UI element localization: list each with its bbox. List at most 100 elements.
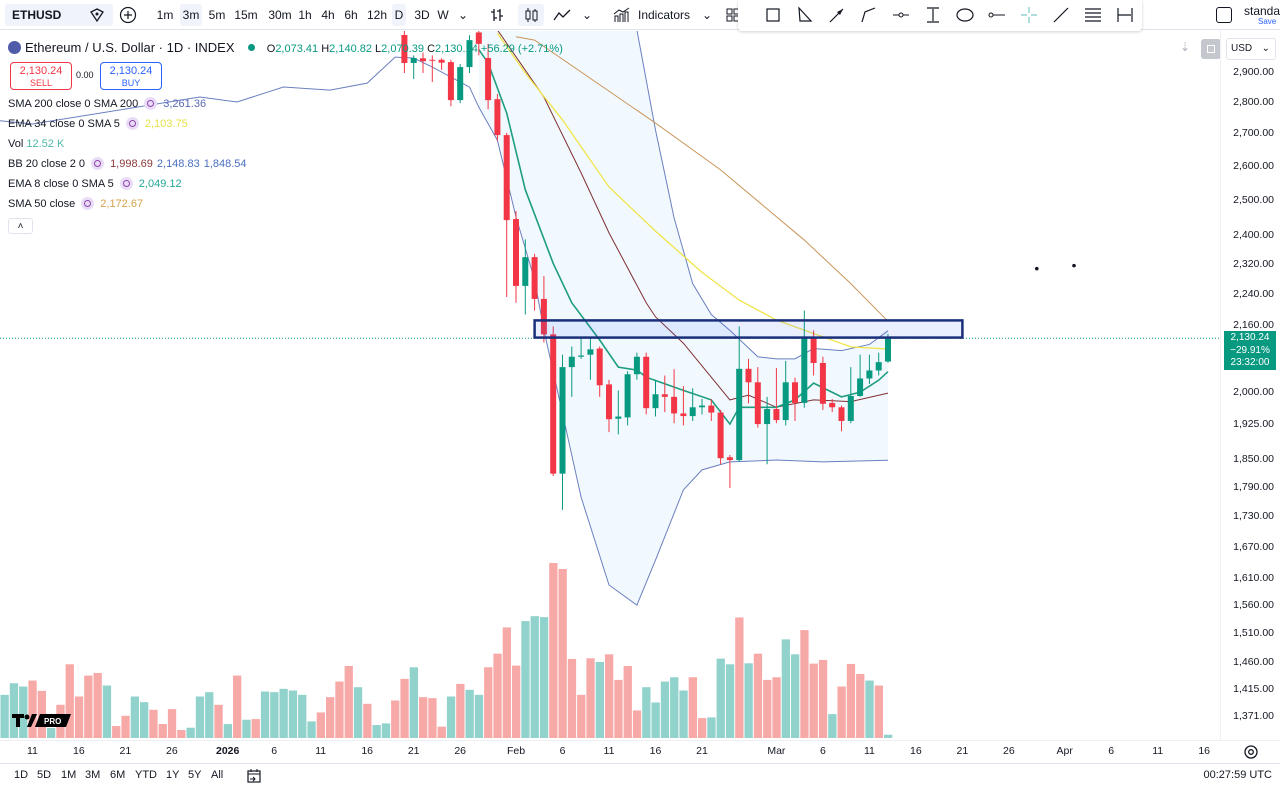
time-tick-label: 11 [1152, 745, 1164, 757]
range-1m[interactable]: 1M [61, 769, 77, 781]
interval-4h[interactable]: 4h [321, 8, 335, 22]
collapse-legend-chevron-up-icon[interactable]: ˄ [8, 218, 33, 234]
legend-row-sma-200-close-0-sma-200[interactable]: SMA 200 close 0 SMA 200 3,261.36 [8, 96, 210, 112]
currency-select[interactable]: USD ⌄ [1226, 38, 1276, 60]
indicator-cycle-icon[interactable] [81, 197, 95, 210]
interval-6h[interactable]: 6h [344, 8, 358, 22]
volume-bar [698, 718, 707, 738]
interval-15m[interactable]: 15m [234, 8, 258, 22]
price-tick-label: 1,610.00 [1233, 572, 1274, 585]
resistance-rectangle-drawing[interactable] [533, 319, 964, 339]
range-all[interactable]: All [211, 769, 224, 781]
chart-settings-gear-icon[interactable] [1243, 744, 1259, 760]
range-5y[interactable]: 5Y [188, 769, 202, 781]
horizontal-ray-icon[interactable] [890, 4, 912, 26]
time-tick-label: 26 [454, 745, 467, 757]
indicator-cycle-icon[interactable] [91, 157, 105, 170]
compare-add-icon[interactable] [117, 4, 139, 26]
interval-chevron-down-icon[interactable]: ⌄ [457, 8, 469, 22]
time-tick-label: 11 [863, 745, 875, 757]
legend-row-ema-8-close-0-sma-5[interactable]: EMA 8 close 0 SMA 5 2,049.12 [8, 176, 186, 192]
volume-bar [660, 681, 670, 738]
indicator-name[interactable]: EMA 8 close 0 SMA 5 [8, 178, 114, 190]
interval-W[interactable]: W [437, 8, 449, 22]
interval-12h[interactable]: 12h [366, 8, 388, 22]
legend-row-vol[interactable]: Vol 12.52 K [8, 136, 68, 152]
indicator-name[interactable]: SMA 50 close [8, 198, 76, 210]
price-tick-label: 1,460.00 [1233, 656, 1274, 669]
indicator-name[interactable]: Vol [8, 138, 24, 150]
time-axis[interactable] [0, 740, 1280, 762]
range-5d[interactable]: 5D [37, 769, 52, 781]
volume-bar [605, 654, 614, 738]
price-axis[interactable]: 2,900.00 2,800.00 2,700.00 2,600.00 2,500.00… [1220, 30, 1280, 740]
interval-30m[interactable]: 30m [268, 8, 292, 22]
legend-row-bb-20-close-2-0[interactable]: BB 20 close 2 0 1,998.69 2,148.83 1,848.54 [8, 156, 251, 172]
crosshair-icon[interactable] [1018, 4, 1040, 26]
auto-scale-button[interactable] [1201, 39, 1221, 59]
watchlist-shield-icon[interactable] [86, 4, 108, 26]
scroll-to-latest-arrow-icon[interactable]: ⇣ [1180, 40, 1191, 54]
bars-chart-type-icon[interactable] [486, 4, 508, 26]
indicators-button[interactable]: Indicators [637, 8, 691, 22]
chart-type-chevron-down-icon[interactable]: ⌄ [581, 8, 593, 22]
indicator-cycle-icon[interactable] [144, 97, 158, 110]
save-link[interactable]: Save [1258, 17, 1277, 26]
rectangle-icon[interactable] [762, 4, 784, 26]
triangle-icon[interactable] [794, 4, 816, 26]
interval-1m[interactable]: 1m [156, 8, 174, 22]
range-1d[interactable]: 1D [14, 769, 29, 781]
range-3m[interactable]: 3M [85, 769, 101, 781]
price-tick-label: 2,700.00 [1233, 127, 1274, 140]
volume-bar [279, 688, 288, 738]
go-to-date-calendar-icon[interactable] [246, 768, 262, 784]
candle-body [782, 382, 789, 421]
dot-marker[interactable] [1035, 266, 1039, 271]
candle [485, 43, 492, 110]
interval-3m[interactable]: 3m [180, 4, 202, 26]
indicator-name[interactable]: BB 20 close 2 0 [8, 158, 86, 170]
indicator-name[interactable]: SMA 200 close 0 SMA 200 [8, 98, 139, 110]
path-icon[interactable] [858, 4, 880, 26]
price-tick-label: 1,415.00 [1233, 683, 1274, 696]
layout-name[interactable]: standa [1244, 4, 1280, 18]
candles-chart-type-icon[interactable] [518, 4, 544, 26]
symbol-search[interactable]: ETHUSD [5, 4, 113, 26]
volume-bar [512, 665, 521, 738]
range-ytd[interactable]: YTD [135, 769, 157, 781]
interval-3D[interactable]: 3D [414, 8, 430, 22]
indicator-cycle-icon[interactable] [125, 117, 139, 130]
indicators-icon[interactable] [611, 4, 633, 26]
price-range-icon[interactable] [922, 4, 944, 26]
buy-button[interactable]: 2,130.24 BUY [100, 62, 162, 90]
range-1y[interactable]: 1Y [166, 769, 180, 781]
horizontal-line-icon[interactable] [986, 4, 1008, 26]
interval-1h[interactable]: 1h [298, 8, 312, 22]
interval-D[interactable]: D [392, 4, 406, 26]
interval-5m[interactable]: 5m [208, 8, 226, 22]
range-6m[interactable]: 6M [110, 769, 126, 781]
utc-clock[interactable]: 00:27:59 UTC [1203, 769, 1272, 781]
volume-bar [419, 697, 428, 738]
indicator-cycle-icon[interactable] [119, 177, 133, 190]
arrow-icon[interactable] [826, 4, 848, 26]
trend-line-icon[interactable] [1050, 4, 1072, 26]
legend-row-ema-34-close-0-sma-5[interactable]: EMA 34 close 0 SMA 5 2,103.75 [8, 116, 192, 132]
candle-body [838, 407, 845, 421]
volume-bar [344, 665, 353, 738]
volume-bar [809, 663, 818, 738]
sell-button[interactable]: 2,130.24 SELL [10, 62, 72, 90]
legend-row-sma-50-close[interactable]: SMA 50 close 2,172.67 [8, 196, 147, 212]
indicators-chevron-down-icon[interactable]: ⌄ [701, 8, 713, 22]
candle [875, 352, 882, 376]
line-chart-icon[interactable] [551, 4, 573, 26]
dot-marker[interactable] [1072, 263, 1076, 268]
indicator-name[interactable]: EMA 34 close 0 SMA 5 [8, 118, 120, 130]
date-range-icon[interactable] [1114, 4, 1136, 26]
parallel-channel-icon[interactable] [1082, 4, 1104, 26]
layout-checkbox[interactable] [1213, 4, 1235, 26]
candle [773, 367, 780, 424]
symbol-title[interactable]: Ethereum / U.S. Dollar · 1D · INDEX [25, 40, 235, 55]
ellipse-icon[interactable] [954, 4, 976, 26]
